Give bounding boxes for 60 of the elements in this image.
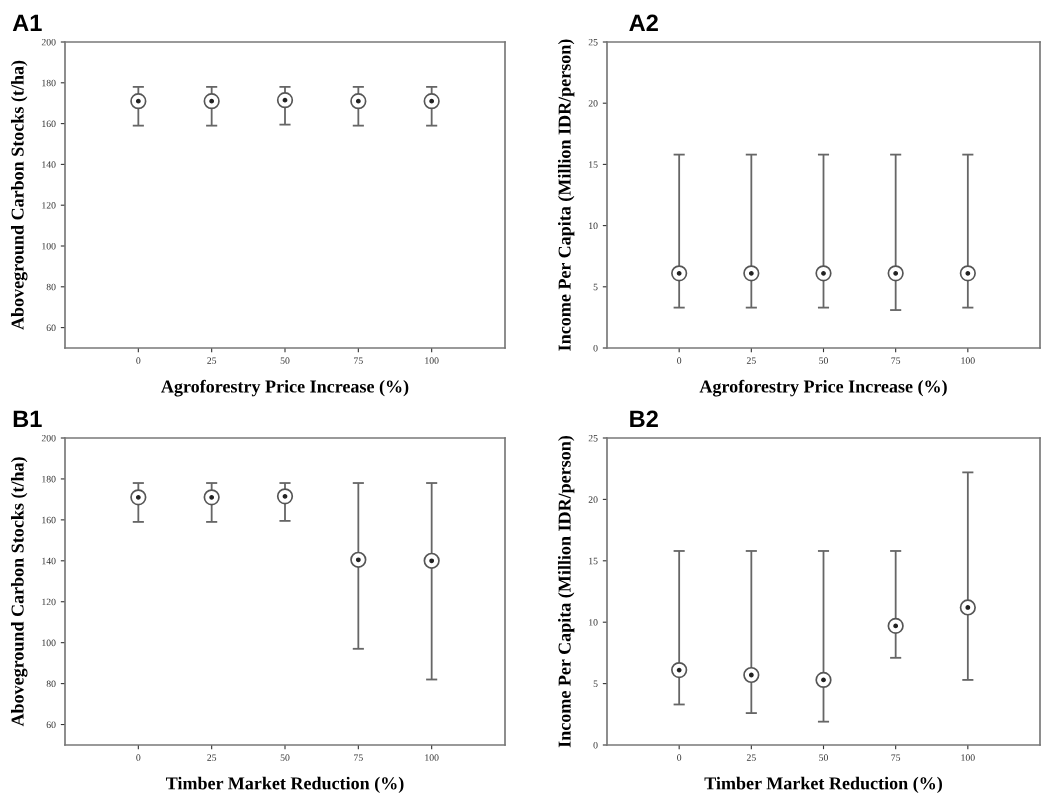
x-axis-title: Timber Market Reduction (%) <box>704 776 942 794</box>
y-axis-title: Aboveground Carbon Stocks (t/ha) <box>10 457 28 727</box>
x-tick-label: 0 <box>677 754 682 761</box>
x-tick-label: 100 <box>425 754 439 761</box>
y-tick-label: 5 <box>593 283 598 291</box>
x-tick-label: 0 <box>136 754 141 761</box>
y-tick-label: 200 <box>41 38 56 46</box>
x-axis-title: Agroforestry Price Increase (%) <box>699 379 947 397</box>
chart-title: B1 <box>13 410 42 427</box>
x-tick-label: 25 <box>746 754 756 761</box>
y-tick-label: 180 <box>42 79 56 87</box>
y-tick-label: 140 <box>42 161 56 168</box>
y-tick-label: 200 <box>41 434 56 442</box>
x-tick-label: 50 <box>819 754 828 761</box>
x-axis-title: Agroforestry Price Increase (%) <box>161 379 409 397</box>
x-tick-label: 25 <box>207 357 217 364</box>
y-tick-label: 5 <box>593 680 598 688</box>
y-tick-label: 60 <box>46 324 56 332</box>
x-tick-label: 0 <box>677 357 682 364</box>
x-tick-label: 25 <box>207 754 217 761</box>
chart-title: A1 <box>12 14 42 31</box>
y-tick-label: 120 <box>42 598 56 606</box>
y-tick-label: 160 <box>42 120 56 128</box>
y-tick-label: 0 <box>593 741 598 749</box>
y-tick-label: 60 <box>46 721 56 728</box>
y-tick-label: 0 <box>593 344 598 352</box>
y-tick-label: 160 <box>42 516 56 524</box>
x-tick-label: 0 <box>136 357 141 364</box>
x-tick-label: 75 <box>354 357 363 364</box>
x-tick-label: 50 <box>280 754 290 761</box>
y-tick-label: 15 <box>589 161 598 168</box>
x-tick-label: 75 <box>354 754 363 761</box>
y-tick-label: 20 <box>588 100 598 107</box>
y-tick-label: 180 <box>42 475 56 483</box>
x-tick-label: 100 <box>961 357 975 364</box>
x-tick-label: 25 <box>746 357 756 364</box>
y-axis-title: Income Per Capita (Million IDR/person) <box>557 39 575 351</box>
y-axis-title: Income Per Capita (Million IDR/person) <box>557 435 575 748</box>
x-tick-label: 75 <box>891 754 901 761</box>
y-tick-label: 80 <box>46 283 56 291</box>
x-tick-label: 50 <box>280 357 290 364</box>
y-axis-title: Aboveground Carbon Stocks (t/ha) <box>10 60 28 330</box>
y-tick-label: 100 <box>42 639 56 647</box>
y-tick-label: 140 <box>42 557 56 565</box>
y-tick-label: 120 <box>42 202 56 209</box>
y-tick-label: 100 <box>42 242 56 250</box>
y-tick-label: 20 <box>588 496 598 503</box>
x-axis-title: Timber Market Reduction (%) <box>166 776 404 794</box>
chart-title: A2 <box>629 14 658 31</box>
chart-title: B2 <box>630 410 658 427</box>
x-tick-label: 50 <box>819 357 828 364</box>
x-tick-label: 75 <box>891 357 901 364</box>
y-tick-label: 10 <box>589 222 598 230</box>
y-tick-label: 80 <box>46 680 56 688</box>
y-tick-label: 25 <box>588 434 598 442</box>
x-tick-label: 100 <box>961 754 975 761</box>
y-tick-label: 10 <box>589 619 598 626</box>
y-tick-label: 25 <box>588 38 598 46</box>
x-tick-label: 100 <box>425 357 439 364</box>
y-tick-label: 15 <box>589 557 598 565</box>
